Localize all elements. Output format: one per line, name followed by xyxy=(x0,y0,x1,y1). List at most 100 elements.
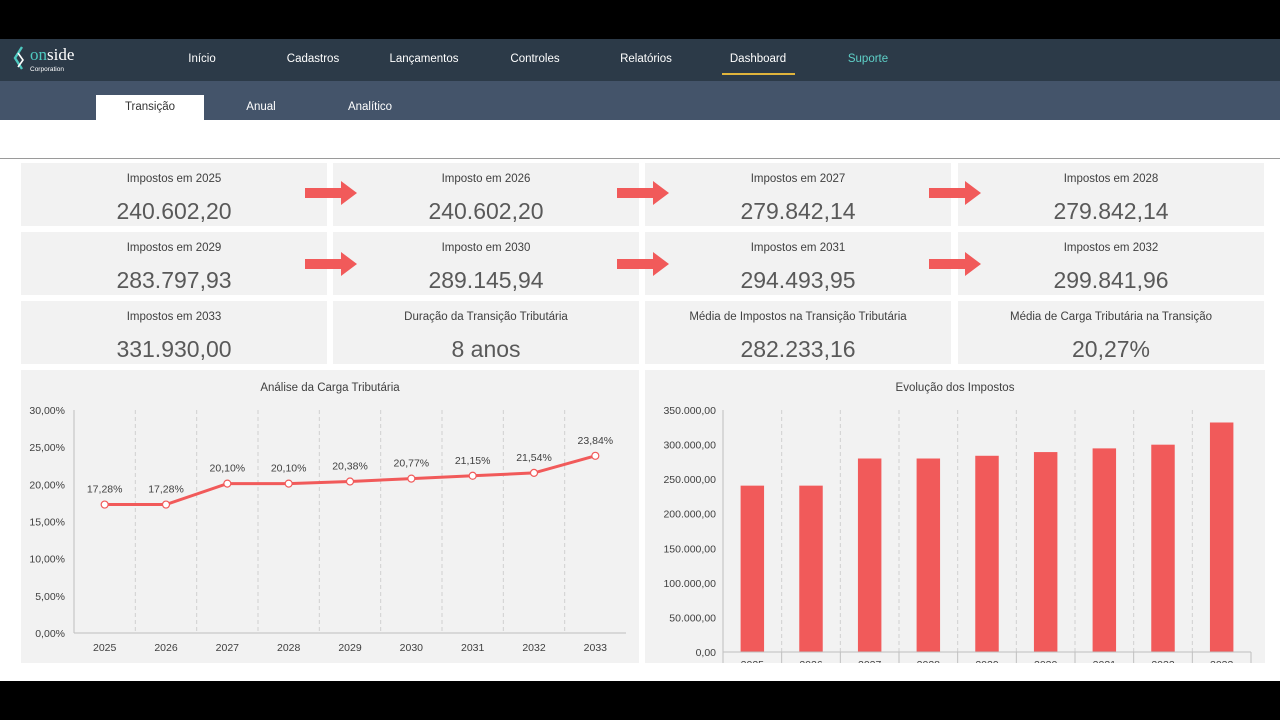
kpi-value: 299.841,96 xyxy=(1053,267,1169,293)
kpi-value: 240.602,20 xyxy=(428,198,544,224)
data-label: 20,10% xyxy=(210,463,246,475)
kpi-value: 331.930,00 xyxy=(116,336,232,362)
y-tick-label: 50.000,00 xyxy=(669,612,716,624)
data-point xyxy=(100,500,109,509)
x-tick-label: 2033 xyxy=(1210,659,1234,663)
data-point xyxy=(284,479,293,488)
tab-anual[interactable]: Anual xyxy=(246,101,276,113)
brand-logo[interactable]: onside Corporation xyxy=(12,43,92,77)
data-point xyxy=(591,451,600,460)
kpi-card-impostos-2029: Impostos em 2029 283.797,93 xyxy=(21,232,327,295)
kpi-value: 279.842,14 xyxy=(740,198,856,224)
y-tick-label: 250.000,00 xyxy=(663,474,716,486)
x-tick-label: 2033 xyxy=(584,642,608,654)
nav-item-inicio[interactable]: Início xyxy=(188,53,216,65)
content-divider xyxy=(0,158,1280,159)
data-label: 20,77% xyxy=(394,458,430,470)
kpi-label: Imposto em 2030 xyxy=(441,242,531,254)
tab-analitico[interactable]: Analítico xyxy=(347,101,393,113)
kpi-card-media-impostos: Média de Impostos na Transição Tributári… xyxy=(645,301,951,364)
data-label: 20,10% xyxy=(271,463,307,475)
x-tick-label: 2028 xyxy=(277,642,301,654)
kpi-value: 282.233,16 xyxy=(740,336,856,362)
y-tick-label: 25,00% xyxy=(29,442,65,454)
y-tick-label: 10,00% xyxy=(29,554,65,566)
data-point xyxy=(407,474,416,483)
kpi-value: 279.842,14 xyxy=(1053,198,1169,224)
kpi-label: Imposto em 2026 xyxy=(441,173,531,185)
x-tick-label: 2027 xyxy=(858,659,882,663)
x-tick-label: 2026 xyxy=(154,642,178,654)
x-tick-label: 2027 xyxy=(216,642,240,654)
data-label: 17,28% xyxy=(148,484,184,496)
x-tick-label: 2032 xyxy=(1151,659,1175,663)
app-window: onside Corporation Início Cadastros Lanç… xyxy=(0,39,1280,681)
y-tick-label: 150.000,00 xyxy=(663,543,716,555)
bar-chart-svg: 0,00 50.000,00 100.000,00 150.000,00 200.000… xyxy=(663,405,1252,663)
bar-impostos xyxy=(1209,422,1234,652)
x-tick-label: 2026 xyxy=(799,659,823,663)
x-tick-label: 2025 xyxy=(93,642,117,654)
y-tick-label: 0,00 xyxy=(696,647,717,659)
data-point xyxy=(223,479,232,488)
brand-chevron-icon xyxy=(13,46,24,70)
kpi-card-impostos-2025: Impostos em 2025 240.602,20 xyxy=(21,163,327,226)
x-tick-label: 2030 xyxy=(400,642,424,654)
top-navigation: onside Corporation Início Cadastros Lanç… xyxy=(0,39,1280,81)
brand-subtitle: Corporation xyxy=(30,66,64,73)
line-chart-svg: 0,00% 5,00% 10,00% 15,00% 20,00% 25,00% 30,00%… xyxy=(29,405,626,654)
x-tick-label: 2031 xyxy=(461,642,485,654)
x-tick-label: 2029 xyxy=(975,659,999,663)
bar-impostos xyxy=(1092,448,1117,652)
data-label: 17,28% xyxy=(87,484,123,496)
kpi-card-duracao-transicao: Duração da Transição Tributária 8 anos xyxy=(333,301,639,364)
bar-impostos xyxy=(857,458,882,652)
kpi-label: Impostos em 2031 xyxy=(750,242,846,254)
x-tick-label: 2028 xyxy=(917,659,941,663)
y-tick-label: 20,00% xyxy=(29,479,65,491)
x-tick-label: 2029 xyxy=(338,642,362,654)
data-label: 21,15% xyxy=(455,455,491,467)
chart-title: Evolução dos Impostos xyxy=(895,382,1015,394)
kpi-label: Impostos em 2027 xyxy=(750,173,846,185)
dashboard-tabs: Transição Anual Analítico xyxy=(0,81,1280,120)
arrow-right-icon xyxy=(617,252,669,276)
nav-item-relatorios[interactable]: Relatórios xyxy=(620,53,672,65)
kpi-card-impostos-2032: Impostos em 2032 299.841,96 xyxy=(958,232,1264,295)
kpi-label: Impostos em 2025 xyxy=(126,173,222,185)
bar-impostos xyxy=(1033,452,1058,652)
x-tick-label: 2025 xyxy=(741,659,765,663)
kpi-card-imposto-2030: Imposto em 2030 289.145,94 xyxy=(333,232,639,295)
x-tick-label: 2030 xyxy=(1034,659,1058,663)
data-label: 21,54% xyxy=(516,452,552,464)
y-tick-label: 350.000,00 xyxy=(663,405,716,417)
kpi-card-impostos-2031: Impostos em 2031 294.493,95 xyxy=(645,232,951,295)
arrow-right-icon xyxy=(305,252,357,276)
arrow-right-icon xyxy=(617,181,669,205)
bar-impostos xyxy=(1151,444,1175,652)
y-tick-label: 5,00% xyxy=(35,591,65,603)
kpi-card-media-carga: Média de Carga Tributária na Transição 2… xyxy=(958,301,1264,364)
nav-item-dashboard[interactable]: Dashboard xyxy=(729,53,787,65)
data-point xyxy=(468,471,477,480)
tab-transicao[interactable]: Transição xyxy=(96,95,204,120)
y-tick-label: 300.000,00 xyxy=(663,440,716,452)
kpi-card-imposto-2026: Imposto em 2026 240.602,20 xyxy=(333,163,639,226)
chart-evolucao-impostos: Evolução dos Impostos 0,00 50.000,00 100.0… xyxy=(645,370,1265,663)
data-point xyxy=(161,500,171,509)
nav-item-controles[interactable]: Controles xyxy=(510,53,560,65)
nav-item-lancamentos[interactable]: Lançamentos xyxy=(389,53,459,65)
y-tick-label: 200.000,00 xyxy=(663,509,716,521)
data-point xyxy=(529,468,539,477)
kpi-label: Impostos em 2028 xyxy=(1063,173,1159,185)
nav-item-suporte[interactable]: Suporte xyxy=(847,53,889,65)
brand-name: onside xyxy=(30,45,75,64)
chart-carga-tributaria: Análise da Carga Tributária 0,00% 5,00% 10… xyxy=(21,370,639,663)
chart-title: Análise da Carga Tributária xyxy=(260,382,400,394)
data-point xyxy=(345,477,355,486)
nav-item-cadastros[interactable]: Cadastros xyxy=(286,53,340,65)
kpi-label: Impostos em 2029 xyxy=(126,242,222,254)
data-label: 20,38% xyxy=(332,461,368,473)
kpi-value: 20,27% xyxy=(1071,336,1150,362)
kpi-value: 289.145,94 xyxy=(428,267,544,293)
